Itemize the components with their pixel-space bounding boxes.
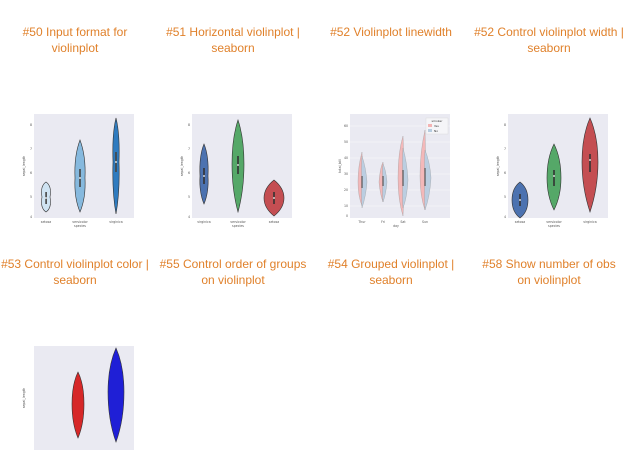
y-tick-label: 50 — [344, 140, 348, 144]
inner-boxplots — [361, 168, 426, 188]
gallery-caption-link[interactable]: #55 Control order of groups on violinplo… — [159, 257, 307, 287]
y-tick-label: 4 — [30, 215, 32, 219]
gallery-caption-link[interactable]: #52 Control violinplot width | seaborn — [474, 25, 624, 55]
y-tick-label: 8 — [504, 123, 506, 127]
y-axis-label: sepal_length — [22, 388, 26, 408]
violin-plot-image: 8 7 6 5 4 setosa versicolor virginica sp… — [22, 114, 134, 228]
x-tick-label: virginica — [109, 220, 123, 224]
y-tick-label: 7 — [504, 147, 506, 151]
y-tick-label: 6 — [30, 171, 32, 175]
violin-body — [112, 117, 120, 215]
y-axis-label: sepal_length — [180, 156, 184, 176]
y-tick-label: 10 — [344, 204, 348, 208]
y-tick-label: 0 — [346, 214, 348, 218]
violin-plot-image: smoker Yes No 60 50 40 30 20 10 0 Thur F… — [338, 114, 450, 228]
violin-body — [546, 143, 562, 211]
violin-body — [199, 143, 209, 205]
x-axis-label: day — [393, 224, 399, 228]
y-axis-label: total_bill — [338, 159, 342, 173]
x-tick-label: setosa — [515, 220, 525, 224]
y-tick-label: 60 — [344, 124, 348, 128]
x-axis-label: species — [232, 224, 244, 228]
legend: smoker Yes No — [425, 117, 449, 135]
violin-body — [382, 163, 388, 203]
violin-body — [361, 155, 368, 209]
y-axis-label: sepal_length — [22, 156, 26, 176]
y-tick-label: 7 — [188, 147, 190, 151]
x-tick-label: Sat — [400, 220, 406, 224]
violin-body — [402, 147, 409, 209]
x-tick-label: setosa — [269, 220, 279, 224]
y-tick-label: 8 — [30, 123, 32, 127]
violin-body — [74, 139, 86, 213]
violin-body — [581, 117, 599, 213]
gallery-caption-link[interactable]: #51 Horizontal violinplot | seaborn — [166, 25, 300, 55]
y-axis-label: sepal_length — [496, 156, 500, 176]
x-tick-label: Sun — [422, 220, 428, 224]
violin-plot-image: sepal_length — [22, 346, 134, 450]
y-tick-label: 4 — [504, 215, 506, 219]
violin-body — [41, 181, 51, 213]
x-tick-label: versicolor — [230, 220, 246, 224]
x-tick-label: versicolor — [72, 220, 88, 224]
violin-thumbnail[interactable]: sepal_length — [20, 344, 136, 460]
gallery-caption-link[interactable]: #58 Show number of obs on violinplot — [482, 257, 616, 287]
violin-thumbnail[interactable]: 8 7 6 5 4 setosa versicolor virginica sp… — [20, 112, 136, 228]
violin-thumbnail[interactable]: 8 7 6 5 4 virginica versicolor setosa sp… — [178, 112, 294, 228]
gallery-caption-link[interactable]: #54 Grouped violinplot | seaborn — [327, 257, 455, 287]
x-tick-label: versicolor — [546, 220, 562, 224]
legend-entry: No — [434, 129, 438, 133]
y-tick-label: 5 — [188, 195, 190, 199]
y-tick-label: 7 — [30, 147, 32, 151]
violin-body — [263, 179, 285, 217]
x-tick-label: virginica — [583, 220, 597, 224]
x-axis-label: species — [548, 224, 560, 228]
gallery-caption-link[interactable]: #53 Control violinplot color | seaborn — [1, 257, 149, 287]
violin-body — [231, 119, 245, 214]
y-tick-label: 6 — [504, 171, 506, 175]
y-tick-label: 5 — [30, 195, 32, 199]
y-tick-label: 20 — [344, 188, 348, 192]
y-tick-label: 40 — [344, 156, 348, 160]
violin-body — [511, 181, 529, 219]
y-tick-label: 8 — [188, 123, 190, 127]
violin-plot-image: 8 7 6 5 4 setosa versicolor virginica sp… — [496, 114, 608, 228]
violin-plot-image: 8 7 6 5 4 virginica versicolor setosa sp… — [180, 114, 292, 228]
gallery-caption-link[interactable]: #50 Input format for violinplot — [22, 25, 128, 55]
legend-title: smoker — [431, 119, 443, 123]
legend-entry: Yes — [434, 124, 439, 128]
violin-body — [424, 149, 432, 211]
violin-thumbnail[interactable]: smoker Yes No 60 50 40 30 20 10 0 Thur F… — [336, 112, 452, 228]
x-axis-label: species — [74, 224, 86, 228]
y-tick-label: 6 — [188, 171, 190, 175]
y-tick-label: 4 — [188, 215, 190, 219]
x-tick-label: setosa — [41, 220, 51, 224]
gallery-caption-link[interactable]: #52 Violinplot linewidth — [330, 25, 452, 39]
y-tick-label: 5 — [504, 195, 506, 199]
x-tick-label: virginica — [197, 220, 211, 224]
x-tick-label: Fri — [381, 220, 385, 224]
violin-thumbnail[interactable]: 8 7 6 5 4 setosa versicolor virginica sp… — [494, 112, 610, 228]
x-tick-label: Thur — [357, 220, 366, 224]
y-tick-label: 30 — [344, 172, 348, 176]
